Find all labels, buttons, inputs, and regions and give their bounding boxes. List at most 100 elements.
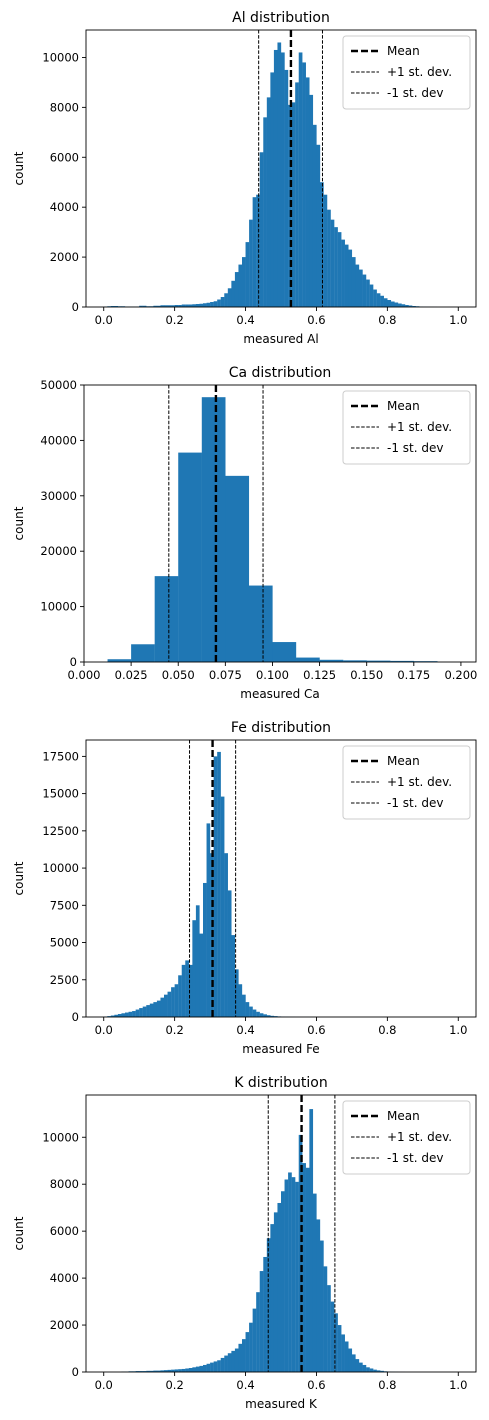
histogram-bar — [272, 642, 297, 662]
histogram-bar — [203, 882, 207, 1017]
histogram-bar — [319, 659, 344, 662]
y-tick-label: 2000 — [50, 250, 79, 264]
y-tick-label: 0 — [72, 1365, 79, 1379]
y-tick-label: 20000 — [40, 544, 77, 558]
legend-entry-label: -1 st. dev — [387, 86, 443, 100]
x-tick-label: 0.050 — [162, 668, 195, 682]
y-axis-label: count — [12, 506, 26, 540]
histogram-bar — [249, 1006, 253, 1017]
histogram-bar — [114, 1014, 119, 1017]
histogram-bar — [110, 306, 115, 307]
histogram-bar — [171, 987, 175, 1017]
histogram-bar — [369, 1368, 374, 1372]
histogram-bar — [376, 293, 381, 307]
histogram-bar — [238, 1343, 243, 1372]
histogram-bar — [199, 303, 204, 307]
histogram-bar — [366, 279, 370, 307]
histogram-bar — [270, 1015, 275, 1017]
y-tick-label: 30000 — [40, 489, 77, 503]
x-tick-label: 0.8 — [378, 313, 396, 327]
histogram-bar — [188, 304, 193, 307]
y-tick-label: 10000 — [42, 50, 79, 64]
histogram-bar — [167, 1369, 172, 1372]
histogram-bar — [369, 284, 374, 307]
histogram-bar — [213, 1361, 218, 1372]
histogram-bar — [164, 1370, 168, 1372]
histogram-bar — [245, 242, 250, 307]
histogram-bar — [178, 975, 182, 1017]
histogram-bar — [298, 1134, 303, 1372]
legend-entry-label: Mean — [387, 399, 420, 413]
histogram-bar — [206, 823, 211, 1017]
y-tick-label: 10000 — [42, 1130, 79, 1144]
legend-entry-label: +1 st. dev. — [387, 775, 452, 789]
histogram-bar — [263, 117, 267, 307]
histogram-bar — [341, 1334, 345, 1372]
histogram-bar — [114, 306, 119, 307]
histogram-bar — [195, 1366, 200, 1372]
x-tick-label: 0.0 — [95, 1378, 113, 1392]
x-tick-label: 0.150 — [350, 668, 383, 682]
histogram-bar — [273, 1212, 278, 1372]
histogram-bar — [242, 257, 246, 307]
histogram-bar — [373, 289, 377, 307]
histogram-bar — [153, 1002, 158, 1017]
histogram-bar — [227, 1353, 232, 1372]
histogram-bar — [135, 1009, 140, 1017]
histogram-bar — [199, 933, 204, 1017]
histogram-bar — [160, 997, 165, 1017]
x-tick-label: 0.000 — [68, 668, 101, 682]
plot-frame — [83, 384, 477, 663]
histogram-bar — [355, 264, 360, 307]
histogram-bar — [380, 295, 384, 307]
histogram-bar — [107, 659, 132, 662]
histogram-bar — [312, 1193, 317, 1372]
y-tick-label: 10000 — [42, 861, 79, 875]
chart-panel: 0.000 0.025 0.050 0.075 0.100 0.125 0.150 0.175… — [12, 365, 477, 701]
x-axis-label: measured Fe — [242, 1042, 319, 1056]
histogram-bar — [213, 756, 218, 1017]
histogram-bar — [117, 1014, 122, 1017]
chart-title: Ca distribution — [229, 365, 332, 381]
histogram-bar — [348, 1348, 353, 1372]
y-axis-label: count — [12, 1216, 26, 1250]
histogram-bar — [132, 1011, 136, 1017]
histogram-bar — [316, 144, 321, 307]
histogram-bar — [149, 1370, 154, 1372]
histogram-bar — [181, 964, 186, 1017]
histogram-bar — [284, 1179, 289, 1372]
histogram-bar — [231, 935, 236, 1017]
histogram-bar — [185, 1368, 189, 1372]
histogram-bar — [225, 475, 250, 662]
x-tick-label: 1.0 — [449, 1378, 467, 1392]
histogram-bar — [259, 1013, 264, 1017]
histogram-bar — [295, 82, 299, 308]
histogram-bar — [160, 1370, 165, 1372]
histogram-bar — [234, 272, 239, 307]
histogram-bar — [270, 72, 275, 307]
histogram-bar — [153, 1370, 158, 1372]
x-tick-label: 0.2 — [165, 1023, 183, 1037]
x-axis-label: measured Al — [243, 332, 318, 346]
histogram-bar — [256, 1011, 260, 1017]
histogram-bar — [167, 305, 172, 307]
x-tick-label: 0.4 — [236, 1378, 254, 1392]
histogram-bar — [203, 1364, 207, 1372]
histogram-bar — [167, 991, 172, 1017]
y-tick-label: 6000 — [50, 150, 79, 164]
y-tick-label: 2500 — [50, 973, 79, 987]
histogram-bar — [343, 660, 367, 662]
x-axis-label: measured Ca — [240, 687, 320, 701]
histogram-bar — [174, 305, 179, 307]
histogram-bar — [153, 305, 158, 307]
histogram-bar — [217, 751, 221, 1017]
histogram-bar — [327, 1285, 331, 1372]
histogram-bar — [398, 303, 402, 307]
histogram-bar — [320, 1240, 324, 1372]
histogram-bar — [295, 1181, 299, 1372]
histogram-bar — [146, 1370, 150, 1372]
histogram-bar — [323, 1266, 328, 1372]
histogram-bar — [238, 984, 243, 1017]
histogram-bar — [171, 1369, 175, 1372]
histogram-bar — [259, 1271, 264, 1372]
